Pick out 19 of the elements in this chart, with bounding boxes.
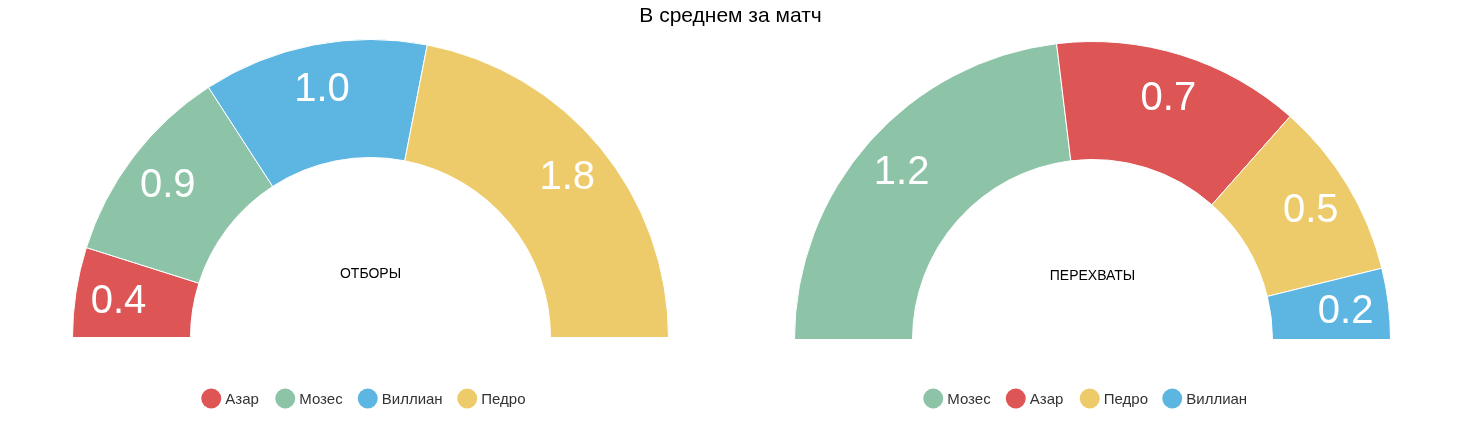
legend-label: Азар: [225, 390, 259, 407]
legend-label: Педро: [481, 390, 526, 407]
legend-label: Азар: [1029, 390, 1064, 407]
data-label: 0.5: [1282, 185, 1339, 230]
legend-label: Мозес: [947, 390, 992, 407]
text: ПЕРЕХВАТЫ: [1049, 266, 1136, 283]
data-label: 0.4: [90, 276, 147, 321]
data-label: 1.2: [873, 148, 930, 193]
legend-label: Виллиан: [381, 390, 443, 407]
legend-label: Педро: [1103, 390, 1148, 407]
data-label: 0.2: [1317, 286, 1374, 331]
text: В среднем за матч: [639, 3, 822, 26]
data-label: 1.0: [294, 65, 350, 110]
data-label: 1.8: [539, 153, 596, 198]
legend-label: Мозес: [299, 390, 344, 407]
data-label: 0.7: [1140, 74, 1197, 119]
legend-label: Виллиан: [1186, 390, 1248, 407]
data-label: 0.9: [139, 160, 196, 205]
text: ОТБОРЫ: [339, 264, 402, 281]
